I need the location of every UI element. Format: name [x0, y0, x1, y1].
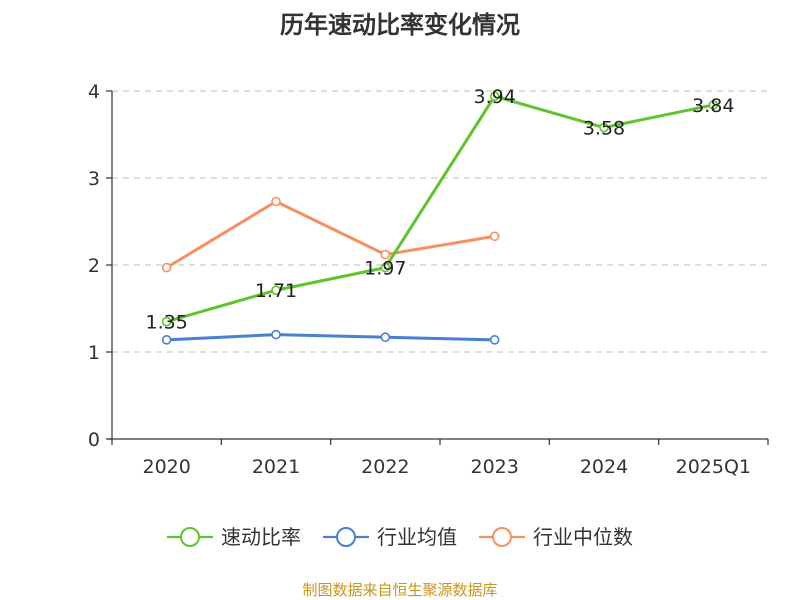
- data-point[interactable]: [161, 262, 172, 273]
- data-point[interactable]: [380, 249, 391, 260]
- y-tick-label: 3: [88, 168, 100, 190]
- legend-label: 行业中位数: [533, 525, 633, 549]
- y-tick-label: 1: [88, 342, 100, 364]
- grid-lines: [112, 90, 768, 353]
- data-point[interactable]: [708, 100, 719, 110]
- legend-circle-symbol: [336, 527, 356, 547]
- data-labels: 1.35 1.71 1.97 3.94 3.58 3.84: [146, 86, 735, 333]
- data-point[interactable]: [489, 231, 500, 242]
- y-tick-label: 2: [88, 255, 100, 277]
- series-lines: [161, 91, 719, 345]
- y-tick-label: 0: [88, 429, 100, 451]
- data-point[interactable]: [161, 316, 172, 327]
- data-label: 3.84: [692, 95, 734, 117]
- legend-label: 速动比率: [221, 525, 301, 549]
- legend-item[interactable]: 行业中位数: [479, 525, 633, 549]
- x-tick-label: 2024: [580, 456, 628, 478]
- series-line-3: [165, 199, 495, 269]
- data-point[interactable]: [599, 122, 609, 133]
- data-point[interactable]: [271, 196, 281, 207]
- data-label: 1.35: [146, 312, 188, 334]
- data-point[interactable]: [271, 285, 281, 296]
- legend-item[interactable]: 速动比率: [167, 525, 301, 549]
- x-tick-label: 2022: [361, 456, 409, 478]
- data-label: 3.94: [474, 86, 516, 108]
- x-tick-label: 2020: [142, 456, 190, 478]
- data-label: 3.58: [583, 118, 625, 140]
- data-point[interactable]: [489, 91, 500, 102]
- x-tick-label: 2021: [252, 456, 300, 478]
- legend-circle-symbol: [180, 527, 200, 547]
- series-line-2: [166, 333, 495, 342]
- legend-label: 行业均值: [377, 525, 457, 549]
- legend[interactable]: 速动比率 行业均值 行业中位数: [167, 525, 633, 549]
- axes: 0 1 2 3 4 2020 2021 2022 2023 2024 2025Q1: [88, 81, 769, 478]
- data-point[interactable]: [380, 262, 391, 273]
- x-tick-label: 2023: [470, 456, 518, 478]
- data-point[interactable]: [271, 329, 281, 340]
- data-point[interactable]: [380, 332, 391, 343]
- data-point[interactable]: [489, 335, 500, 345]
- x-tick-label: 2025Q1: [676, 456, 751, 478]
- data-label: 1.97: [364, 258, 406, 280]
- source-note: 制图数据来自恒生聚源数据库: [302, 581, 497, 599]
- legend-item[interactable]: 行业均值: [323, 525, 457, 549]
- y-tick-label: 4: [88, 81, 100, 103]
- legend-circle-symbol: [492, 527, 512, 547]
- data-point[interactable]: [161, 335, 172, 345]
- data-label: 1.71: [255, 280, 297, 302]
- chart-title: 历年速动比率变化情况: [280, 11, 520, 39]
- series-line-1: [166, 94, 714, 323]
